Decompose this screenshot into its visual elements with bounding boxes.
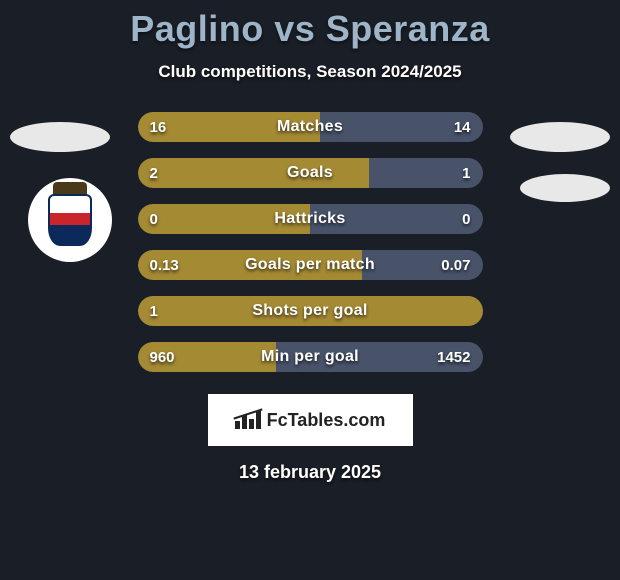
player-badge-left xyxy=(10,122,110,152)
club-shield-icon xyxy=(48,194,92,246)
player-badge-right xyxy=(510,122,610,152)
page-title: Paglino vs Speranza xyxy=(0,8,620,50)
brand-text: FcTables.com xyxy=(267,410,386,431)
comparison-card: Paglino vs Speranza Club competitions, S… xyxy=(0,0,620,483)
brand-banner[interactable]: FcTables.com xyxy=(208,394,413,446)
stat-label: Hattricks xyxy=(138,204,483,234)
stat-label: Goals per match xyxy=(138,250,483,280)
stat-row: 1Shots per goal xyxy=(138,296,483,326)
stat-row: 00Hattricks xyxy=(138,204,483,234)
stats-rows: 1614Matches 21Goals 00Hattricks 0.130.07Goa… xyxy=(138,112,483,372)
stat-label: Matches xyxy=(138,112,483,142)
stat-row: 21Goals xyxy=(138,158,483,188)
date-label: 13 february 2025 xyxy=(0,462,620,483)
stat-label: Goals xyxy=(138,158,483,188)
chart-icon xyxy=(235,411,261,429)
stat-label: Shots per goal xyxy=(138,296,483,326)
stat-row: 0.130.07Goals per match xyxy=(138,250,483,280)
club-logo-left xyxy=(28,178,112,262)
stat-label: Min per goal xyxy=(138,342,483,372)
stat-row: 9601452Min per goal xyxy=(138,342,483,372)
subtitle: Club competitions, Season 2024/2025 xyxy=(0,62,620,82)
club-badge-right xyxy=(520,174,610,202)
stat-row: 1614Matches xyxy=(138,112,483,142)
